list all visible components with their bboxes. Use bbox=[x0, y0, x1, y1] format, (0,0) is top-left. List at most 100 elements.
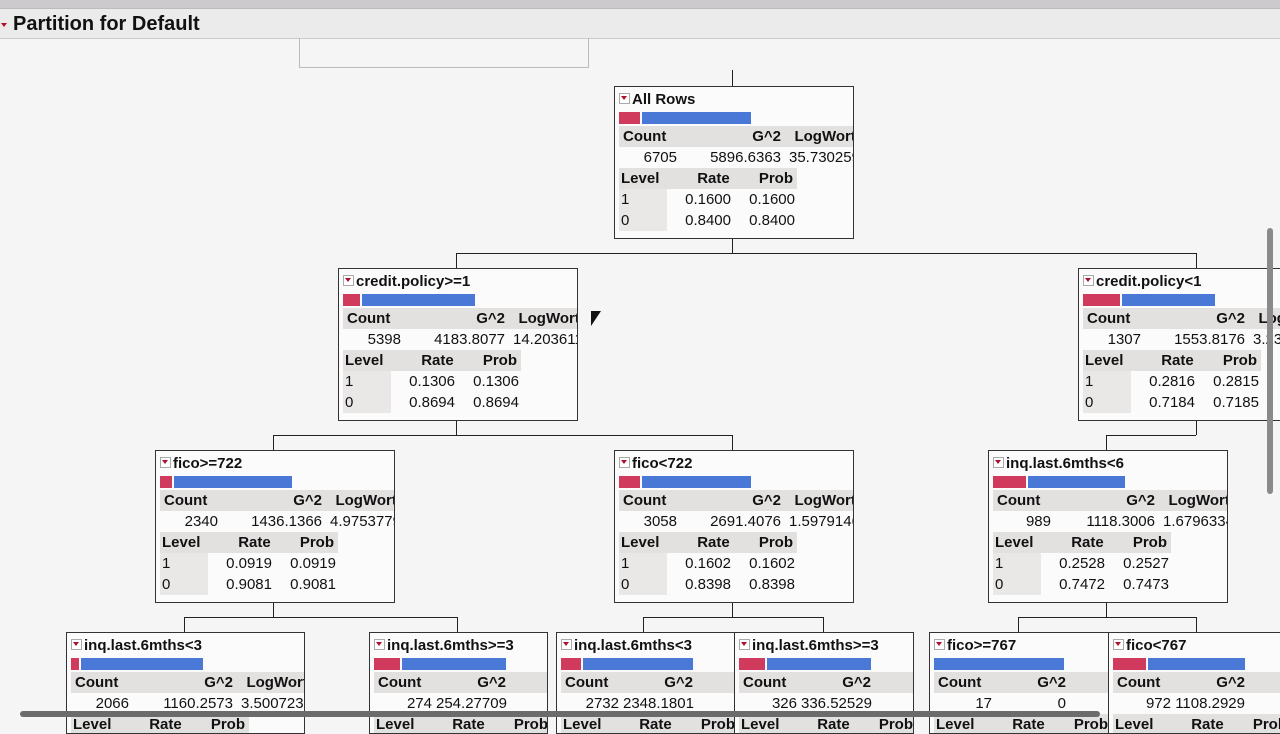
report-title-bar: Partition for Default bbox=[0, 9, 1280, 39]
bar-level-0 bbox=[642, 112, 751, 124]
prob-value: 0.2815 bbox=[1213, 373, 1259, 390]
prob-header: Prob bbox=[1222, 352, 1257, 369]
red-triangle-menu-icon[interactable] bbox=[160, 457, 171, 468]
red-triangle-menu-icon[interactable] bbox=[619, 457, 630, 468]
node-header: inq.last.6mths>=3 bbox=[739, 637, 879, 654]
logworth-value: 35.730259 bbox=[789, 149, 854, 166]
count-header: Count bbox=[743, 674, 787, 691]
rate-value: 0.1306 bbox=[409, 373, 455, 390]
node-split-label: credit.policy<1 bbox=[1096, 273, 1202, 290]
tree-connector-line bbox=[1018, 617, 1019, 632]
red-triangle-menu-icon[interactable] bbox=[993, 457, 1004, 468]
level-value: 1 bbox=[160, 553, 208, 574]
vertical-scrollbar[interactable] bbox=[1267, 228, 1273, 494]
prob-value: 0.8694 bbox=[473, 394, 519, 411]
logworth-header: LogWorth bbox=[794, 492, 853, 509]
g2-value: 0 bbox=[1057, 695, 1066, 712]
rate-header: Rate bbox=[149, 716, 182, 733]
node-stats-table: Count G^2 17 0 Level Rate Prob bbox=[934, 672, 1108, 733]
bar-level-0 bbox=[934, 658, 1064, 670]
rate-value: 0.7472 bbox=[1059, 576, 1105, 593]
logworth-value: 3.2335 bbox=[1249, 329, 1280, 350]
tree-node-fico-lt-767[interactable]: fico<767 Count G^2 972 1108.2929 Level Rate… bbox=[1108, 632, 1280, 734]
tree-node-inq-ge-3-b[interactable]: inq.last.6mths>=3 Count G^2 326 336.52529 … bbox=[734, 632, 914, 734]
level-header: Level bbox=[936, 716, 975, 733]
tree-node-fico-ge-722[interactable]: fico>=722 Count G^2 LogWorth 2340 1436.1366… bbox=[155, 450, 395, 603]
red-triangle-menu-icon[interactable] bbox=[71, 639, 82, 650]
red-triangle-menu-icon[interactable] bbox=[934, 639, 945, 650]
node-header: inq.last.6mths<3 bbox=[71, 637, 202, 654]
logworth-header: LogWorth bbox=[794, 128, 853, 145]
g2-header: G^2 bbox=[1037, 674, 1066, 691]
g2-value: 1160.2573 bbox=[163, 695, 233, 712]
node-header: inq.last.6mths<3 bbox=[561, 637, 692, 654]
rate-value: 0.8400 bbox=[685, 212, 731, 229]
bar-level-1 bbox=[160, 476, 172, 488]
g2-header: G^2 bbox=[1216, 674, 1245, 691]
window-top-bar bbox=[0, 0, 1280, 9]
g2-header: G^2 bbox=[752, 128, 781, 145]
g2-value: 1436.1366 bbox=[251, 513, 322, 530]
level-row: 1 0.1602 0.1602 bbox=[619, 553, 853, 574]
g2-value: 1553.8176 bbox=[1174, 331, 1245, 348]
node-split-label: fico<767 bbox=[1126, 637, 1187, 654]
tree-connector-line bbox=[457, 617, 458, 632]
tree-node-all-rows[interactable]: All Rows Count G^2 LogWorth 6705 5896.6363 3… bbox=[614, 86, 854, 239]
prob-value: 0.1306 bbox=[473, 373, 519, 390]
bar-level-0 bbox=[402, 658, 506, 670]
prob-value: 0.8398 bbox=[749, 576, 795, 593]
red-triangle-menu-icon[interactable] bbox=[1083, 275, 1094, 286]
count-header: Count bbox=[1117, 674, 1161, 691]
count-header: Count bbox=[623, 128, 667, 145]
tree-connector-line bbox=[1196, 253, 1197, 268]
level-header: Level bbox=[563, 716, 602, 733]
tree-node-inq-lt-3-b[interactable]: inq.last.6mths<3 Count G^2 2732 2348.1801 … bbox=[556, 632, 735, 734]
tree-node-credit-policy-lt-1[interactable]: credit.policy<1 Count G^2LogWorth 1307 155… bbox=[1078, 268, 1280, 421]
tree-node-fico-ge-767[interactable]: fico>=767 Count G^2 17 0 Level Rate Prob bbox=[929, 632, 1109, 734]
red-triangle-menu-icon[interactable] bbox=[619, 93, 630, 104]
bar-level-0 bbox=[642, 476, 751, 488]
level-header: Level bbox=[741, 716, 780, 733]
node-split-label: credit.policy>=1 bbox=[356, 273, 471, 290]
count-value: 6705 bbox=[643, 149, 677, 166]
level-header: Level bbox=[73, 716, 112, 733]
level-header: Level bbox=[376, 716, 415, 733]
prob-value: 0.2527 bbox=[1123, 555, 1169, 572]
rate-header: Rate bbox=[1071, 534, 1104, 551]
g2-value: 336.52529 bbox=[801, 695, 872, 712]
count-value: 1307 bbox=[1107, 331, 1141, 348]
node-header: fico>=767 bbox=[934, 637, 1016, 654]
g2-header: G^2 bbox=[476, 310, 505, 327]
node-header: inq.last.6mths>=3 bbox=[374, 637, 514, 654]
g2-header: G^2 bbox=[1126, 492, 1155, 509]
red-triangle-menu-icon[interactable] bbox=[0, 21, 9, 30]
level-value: 1 bbox=[343, 371, 391, 392]
horizontal-scrollbar[interactable] bbox=[20, 711, 1100, 717]
red-triangle-menu-icon[interactable] bbox=[739, 639, 750, 650]
count-header: Count bbox=[75, 674, 119, 691]
graph-panel bbox=[299, 38, 589, 68]
tree-node-fico-lt-722[interactable]: fico<722 Count G^2 LogWorth 3058 2691.4076 1… bbox=[614, 450, 854, 603]
bar-level-1 bbox=[374, 658, 400, 670]
tree-node-inq-ge-3-a[interactable]: inq.last.6mths>=3 Count G^2 274 254.27709 … bbox=[369, 632, 548, 734]
red-triangle-menu-icon[interactable] bbox=[343, 275, 354, 286]
red-triangle-menu-icon[interactable] bbox=[1113, 639, 1124, 650]
red-triangle-menu-icon[interactable] bbox=[374, 639, 385, 650]
count-value: 2066 bbox=[95, 695, 129, 712]
tree-node-credit-policy-ge-1[interactable]: credit.policy>=1 Count G^2 LogWorth 5398 41… bbox=[338, 268, 578, 421]
bar-level-1 bbox=[993, 476, 1026, 488]
tree-node-inq-lt-3-a[interactable]: inq.last.6mths<3 Count G^2 LogWorth 2066 11… bbox=[66, 632, 305, 734]
count-value: 989 bbox=[1025, 513, 1051, 530]
red-triangle-menu-icon[interactable] bbox=[561, 639, 572, 650]
count-value: 5398 bbox=[367, 331, 401, 348]
level-row: 0 0.8694 0.8694 bbox=[343, 392, 577, 413]
node-header: inq.last.6mths<6 bbox=[993, 455, 1124, 472]
logworth-header: LogWorth bbox=[518, 310, 577, 327]
level-header: Level bbox=[162, 534, 201, 551]
logworth-header: LogWorth bbox=[1168, 492, 1227, 509]
rate-value: 0.2528 bbox=[1059, 555, 1105, 572]
level-row: 1 0.0919 0.0919 bbox=[160, 553, 394, 574]
